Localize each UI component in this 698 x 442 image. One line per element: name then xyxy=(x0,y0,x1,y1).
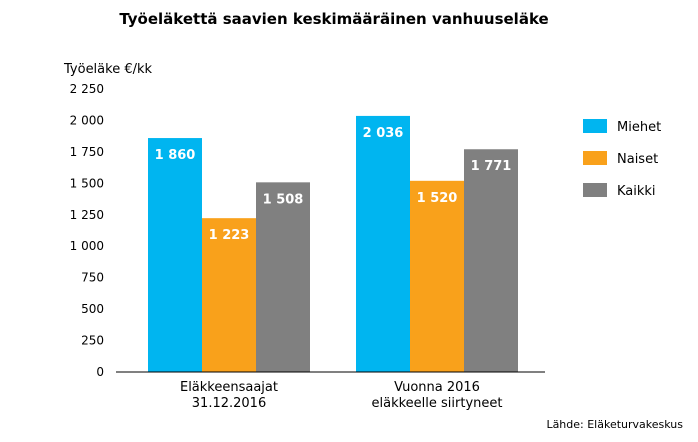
category-label: 31.12.2016 xyxy=(192,396,266,411)
legend-swatch-naiset xyxy=(583,151,607,165)
data-labels: 1 860 2 036 1 223 1 520 1 508 1 771 xyxy=(155,126,512,243)
category-label: Vuonna 2016 xyxy=(394,380,480,395)
y-tick-label: 1 250 xyxy=(70,208,104,222)
legend: Miehet Naiset Kaikki xyxy=(583,119,661,199)
y-axis-label: Työeläke €/kk xyxy=(63,62,153,77)
y-tick-label: 750 xyxy=(81,271,104,285)
category-label: eläkkeelle siirtyneet xyxy=(372,396,503,411)
data-label: 1 771 xyxy=(471,159,512,174)
y-tick-label: 2 250 xyxy=(70,82,104,96)
y-tick-label: 1 000 xyxy=(70,239,104,253)
data-label: 1 508 xyxy=(263,192,304,207)
data-label: 1 520 xyxy=(417,191,458,206)
bar-kaikki-0 xyxy=(256,182,310,372)
bar-miehet-0 xyxy=(148,138,202,372)
category-label: Eläkkeensaajat xyxy=(180,380,278,395)
y-tick-label: 500 xyxy=(81,302,104,316)
bar-naiset-0 xyxy=(202,218,256,372)
data-label: 2 036 xyxy=(363,126,404,141)
legend-label: Kaikki xyxy=(617,184,656,199)
legend-swatch-kaikki xyxy=(583,183,607,197)
bar-naiset-1 xyxy=(410,180,464,372)
bar-series xyxy=(148,115,518,372)
y-axis-ticks: 0 250 500 750 1 000 1 250 1 500 1 750 2 000 2 250 xyxy=(70,82,104,379)
legend-label: Miehet xyxy=(617,120,661,135)
y-tick-label: 0 xyxy=(96,365,104,379)
y-tick-label: 1 750 xyxy=(70,145,104,159)
legend-label: Naiset xyxy=(617,152,658,167)
source-note: Lähde: Eläketurvakeskus xyxy=(546,418,683,431)
legend-swatch-miehet xyxy=(583,119,607,133)
chart-title: Työeläkettä saavien keskimääräinen vanhu… xyxy=(119,10,548,28)
y-tick-label: 250 xyxy=(81,334,104,348)
bar-kaikki-1 xyxy=(464,149,518,372)
bar-miehet-1 xyxy=(356,115,410,372)
y-tick-label: 1 500 xyxy=(70,176,104,190)
data-label: 1 223 xyxy=(209,228,250,243)
y-tick-label: 2 000 xyxy=(70,113,104,127)
data-label: 1 860 xyxy=(155,148,196,163)
